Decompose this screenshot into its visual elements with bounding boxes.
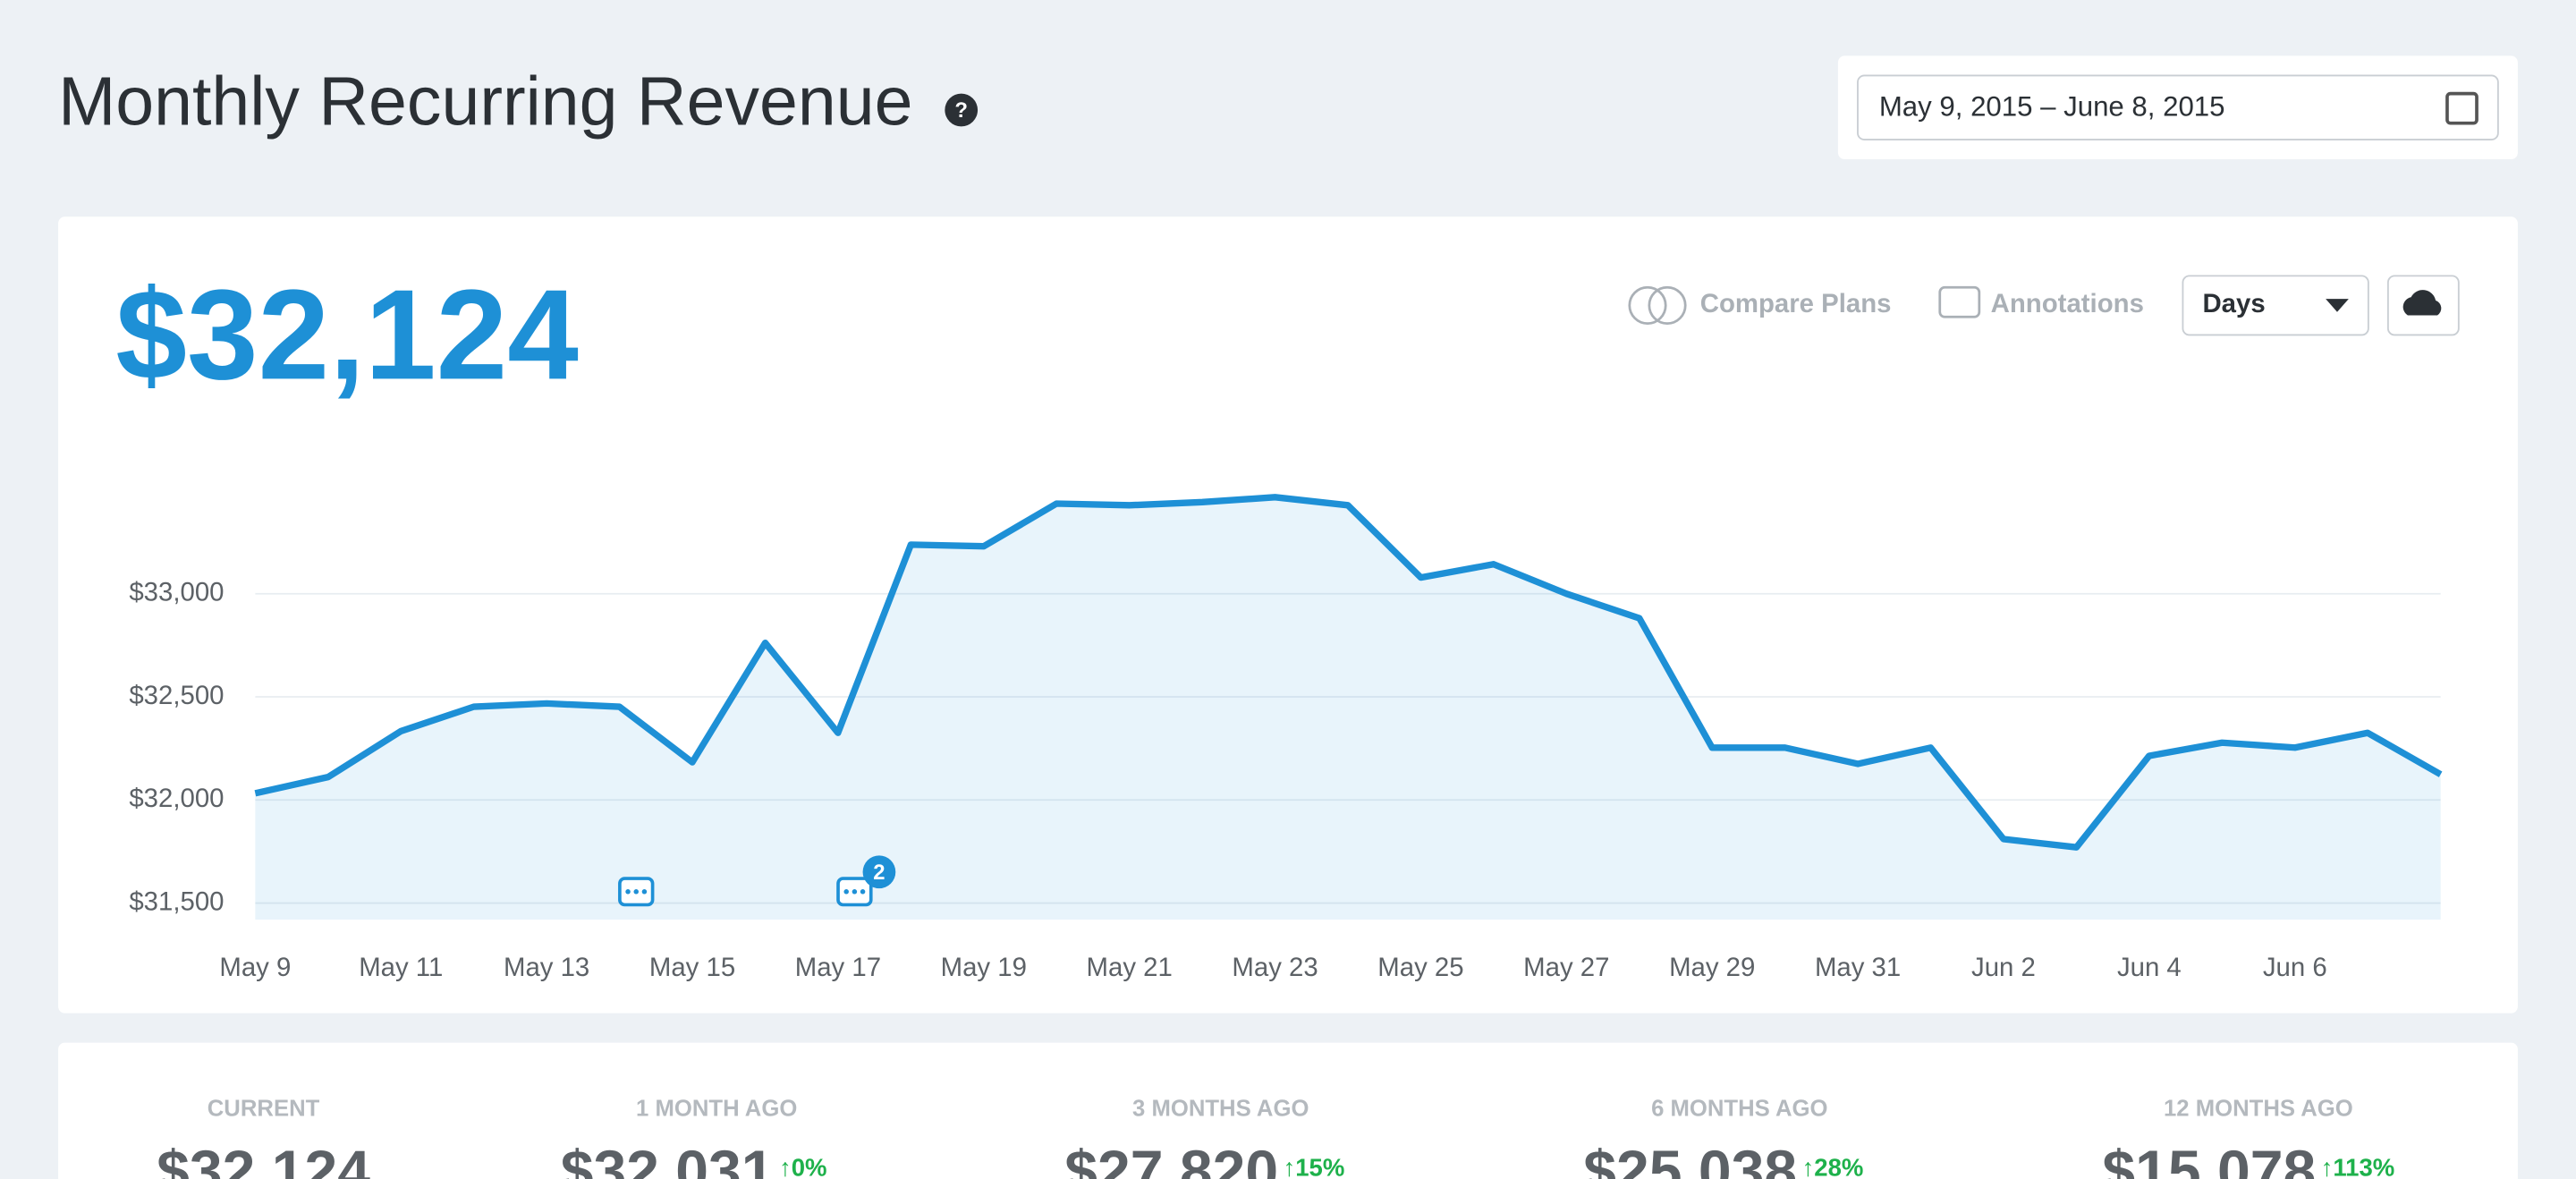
chart-card bbox=[58, 216, 2518, 1014]
x-tick-label: May 19 bbox=[941, 953, 1027, 982]
stat-value: $27,820 bbox=[1064, 1139, 1278, 1179]
stat-label: 3 MONTHS AGO bbox=[1132, 1097, 1309, 1122]
stat-change: ↑15% bbox=[1283, 1153, 1344, 1179]
stat-value: $32,124 bbox=[157, 1139, 370, 1179]
plot: $31,500 $32,000 $32,500 $33,000 May 9 May 11 M… bbox=[129, 494, 2443, 982]
page-title: Monthly Recurring Revenue bbox=[58, 64, 912, 140]
x-tick-label: May 31 bbox=[1815, 953, 1901, 982]
line bbox=[254, 494, 2443, 851]
compare-plans[interactable]: Compare Plans bbox=[1700, 289, 1892, 318]
help-icon[interactable] bbox=[945, 93, 979, 127]
x-tick-label: May 13 bbox=[504, 953, 589, 982]
stats-card bbox=[58, 1042, 2518, 1179]
x-tick-label: May 17 bbox=[795, 953, 881, 982]
stat-label: CURRENT bbox=[208, 1097, 320, 1122]
stat-change: ↑113% bbox=[2321, 1153, 2395, 1179]
annotation-dot bbox=[633, 889, 639, 895]
stat-value: $32,031 bbox=[561, 1139, 775, 1179]
stat-value: $25,038 bbox=[1583, 1139, 1797, 1179]
headline-value: $32,124 bbox=[115, 263, 579, 406]
dropdown-arrow bbox=[2326, 299, 2349, 312]
x-tick-label: May 21 bbox=[1087, 953, 1173, 982]
x-tick-label: May 23 bbox=[1232, 953, 1318, 982]
annotations-toggle[interactable]: Annotations bbox=[1991, 289, 2144, 318]
help-mark: ? bbox=[954, 98, 968, 123]
x-tick-label: Jun 6 bbox=[2263, 953, 2327, 982]
y-tick-label: $32,000 bbox=[129, 784, 224, 813]
annotation-count: 2 bbox=[873, 861, 885, 885]
download-icon bbox=[2402, 290, 2442, 316]
y-tick-label: $33,000 bbox=[129, 578, 224, 607]
area bbox=[255, 496, 2441, 920]
x-tick-label: May 27 bbox=[1523, 953, 1609, 982]
x-tick-label: May 29 bbox=[1669, 953, 1755, 982]
annotation-dot bbox=[852, 889, 858, 895]
stat-change: ↑0% bbox=[779, 1153, 827, 1179]
calendar-icon bbox=[2445, 91, 2479, 125]
x-tick-label: May 9 bbox=[219, 953, 291, 982]
x-tick-label: Jun 2 bbox=[1971, 953, 2036, 982]
y-tick-label: $31,500 bbox=[129, 886, 224, 916]
date-range: May 9, 2015 – June 8, 2015 bbox=[1879, 90, 2225, 122]
compare-icon bbox=[1648, 285, 1687, 326]
date-picker[interactable] bbox=[1857, 74, 2499, 140]
y-tick-label: $32,500 bbox=[129, 681, 224, 710]
annotation-dot bbox=[625, 889, 631, 895]
x-tick-label: May 15 bbox=[649, 953, 735, 982]
stats-row: CURRENT $32,124 1 MONTH AGO $32,031 ↑0% 3 MON… bbox=[157, 1097, 2394, 1179]
stat-value: $15,078 bbox=[2102, 1139, 2316, 1179]
x-tick-label: May 11 bbox=[359, 953, 443, 982]
annotations-icon bbox=[1938, 285, 1981, 318]
annotation-dot bbox=[860, 889, 866, 895]
compare-icon bbox=[1628, 285, 1667, 326]
annotation-dot bbox=[641, 889, 648, 895]
stat-label: 1 MONTH AGO bbox=[636, 1097, 797, 1122]
stat-label: 12 MONTHS AGO bbox=[2164, 1097, 2353, 1122]
stat-label: 6 MONTHS AGO bbox=[1651, 1097, 1827, 1122]
interval-value: Days bbox=[2202, 289, 2265, 318]
annotation-dot bbox=[843, 889, 849, 895]
interval-select[interactable] bbox=[2182, 275, 2369, 336]
stat-change: ↑28% bbox=[1802, 1153, 1864, 1179]
annotation-badge bbox=[862, 855, 896, 889]
x-tick-label: May 25 bbox=[1377, 953, 1463, 982]
x-tick-label: Jun 4 bbox=[2117, 953, 2182, 982]
